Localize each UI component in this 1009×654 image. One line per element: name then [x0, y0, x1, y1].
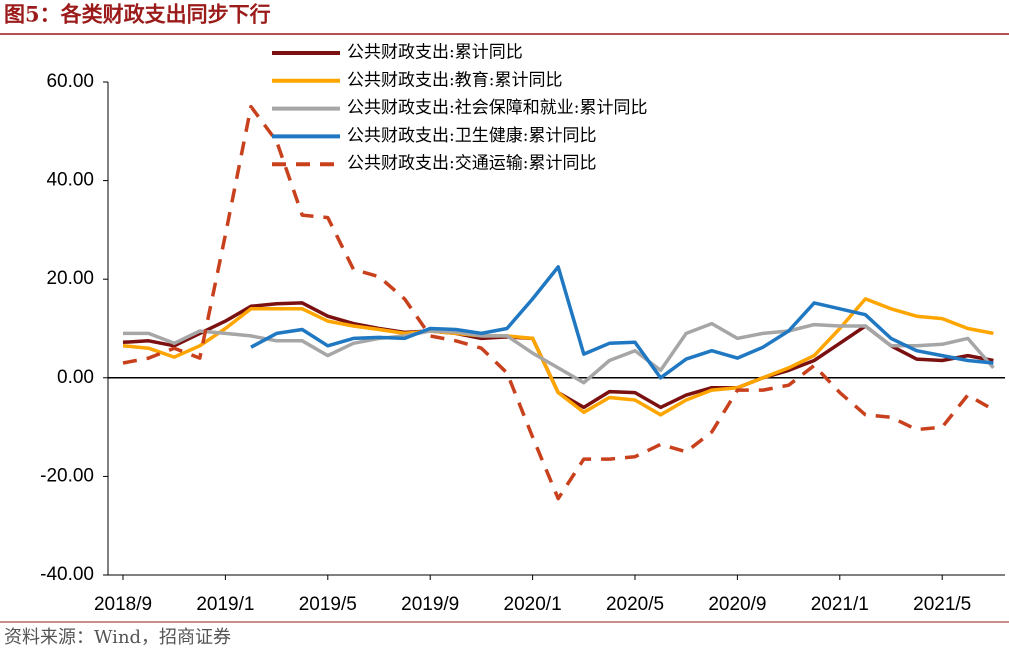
y-tick-label: 0.00: [57, 367, 94, 388]
x-tick-label: 2020/5: [606, 594, 664, 615]
y-tick-label: 20.00: [46, 268, 94, 289]
source: 资料来源：Wind，招商证券: [4, 627, 231, 648]
x-tick-label: 2018/9: [94, 594, 152, 615]
chart-title: 图5：各类财政支出同步下行: [4, 2, 271, 27]
legend-label: 公共财政支出:累计同比: [347, 43, 523, 63]
series-line: [122, 104, 995, 501]
x-tick-label: 2019/5: [299, 594, 357, 615]
legend-label: 公共财政支出:教育:累计同比: [347, 70, 562, 90]
series-line: [122, 297, 994, 417]
x-tick-label: 2020/9: [708, 594, 766, 615]
legend-label: 公共财政支出:社会保障和就业:累计同比: [347, 98, 647, 118]
legend-label: 公共财政支出:卫生健康:累计同比: [347, 126, 596, 146]
x-tick-label: 2019/1: [196, 594, 254, 615]
x-tick-label: 2021/5: [913, 594, 971, 615]
x-tick-label: 2020/1: [504, 594, 562, 615]
legend-label: 公共财政支出:交通运输:累计同比: [347, 154, 596, 174]
series-line: [123, 321, 995, 385]
x-tick-label: 2021/1: [811, 594, 869, 615]
x-tick-label: 2019/9: [401, 594, 459, 615]
y-tick-label: -40.00: [40, 564, 94, 585]
series-line: [250, 265, 994, 380]
y-tick-label: -20.00: [40, 465, 94, 486]
y-tick-label: 40.00: [46, 170, 94, 191]
y-tick-label: 60.00: [46, 71, 94, 92]
